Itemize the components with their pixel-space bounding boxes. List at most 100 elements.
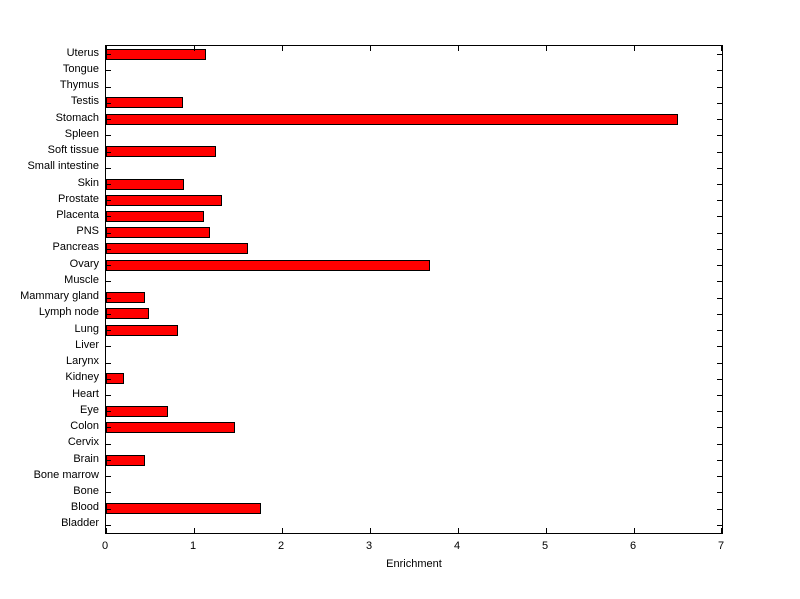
y-tick-left (106, 265, 111, 266)
bar-brain (106, 454, 145, 466)
x-tick-top (458, 46, 459, 51)
y-tick-right (717, 363, 722, 364)
y-tick-label-tongue: Tongue (62, 62, 99, 75)
y-tick-right (717, 249, 722, 250)
y-tick-right (717, 460, 722, 461)
y-tick-right (717, 509, 722, 510)
x-tick-label-2: 2 (277, 540, 285, 552)
y-tick-left (106, 216, 111, 217)
x-axis-tick-labels: 0 1 2 3 4 5 6 7 (101, 540, 724, 554)
y-tick-right (717, 168, 722, 169)
y-axis-labels: Uterus Tongue Thymus Testis Stomach Spleen Sof… (0, 45, 99, 534)
bar-lymph-node (106, 308, 150, 320)
bar-placenta (106, 211, 204, 222)
y-tick-label-soft-tissue: Soft tissue (47, 144, 99, 156)
y-tick-right (717, 216, 722, 217)
y-tick-label-bone: Bone (73, 484, 99, 497)
x-tick-bottom (282, 528, 283, 533)
y-tick-left (106, 525, 111, 526)
y-tick-label-prostate: Prostate (58, 192, 99, 205)
y-tick-left (106, 281, 111, 282)
y-tick-left (106, 103, 111, 104)
x-tick-label-0: 0 (101, 540, 109, 552)
x-tick-bottom (721, 528, 722, 533)
y-tick-label-eye: Eye (80, 403, 99, 416)
x-tick-bottom (634, 528, 635, 533)
y-tick-right (717, 103, 722, 104)
y-tick-label-pancreas: Pancreas (52, 241, 99, 254)
y-tick-label-blood: Blood (70, 501, 99, 514)
y-tick-left (106, 119, 111, 120)
y-tick-label-liver: Liver (75, 338, 99, 351)
x-tick-label-6: 6 (629, 540, 637, 552)
y-tick-right (717, 152, 722, 153)
y-tick-left (106, 314, 111, 315)
x-tick-top (546, 46, 547, 51)
bar-colon (106, 422, 236, 433)
y-tick-right (717, 395, 722, 396)
y-tick-label-kidney: Kidney (65, 371, 99, 384)
y-tick-label-small-intestine: Small intestine (27, 160, 99, 173)
bar-kidney (106, 373, 124, 385)
y-tick-right (717, 135, 722, 136)
y-tick-left (106, 200, 111, 201)
y-tick-label-mammary-gland: Mammary gland (20, 290, 99, 303)
x-tick-top (370, 46, 371, 51)
y-tick-label-stomach: Stomach (55, 111, 99, 124)
y-tick-left (106, 330, 111, 331)
y-tick-left (106, 184, 111, 185)
x-tick-top (194, 46, 195, 51)
y-tick-left (106, 346, 111, 347)
x-tick-label-4: 4 (453, 540, 461, 552)
y-tick-label-heart: Heart (72, 387, 99, 400)
y-tick-right (717, 184, 722, 185)
y-tick-left (106, 427, 111, 428)
y-tick-left (106, 395, 111, 396)
y-tick-label-uterus: Uterus (66, 46, 99, 59)
y-tick-label-spleen: Spleen (64, 127, 99, 140)
bar-skin (106, 178, 185, 190)
y-tick-left (106, 70, 111, 71)
y-tick-label-bladder: Bladder (61, 517, 99, 530)
y-tick-right (717, 233, 722, 234)
x-tick-bottom (194, 528, 195, 533)
bar-pns (106, 227, 210, 239)
y-tick-left (106, 135, 111, 136)
y-tick-label-colon: Colon (70, 420, 99, 432)
y-tick-right (717, 87, 722, 88)
y-tick-left (106, 168, 111, 169)
y-tick-right (717, 379, 722, 380)
y-tick-left (106, 233, 111, 234)
x-tick-bottom (546, 528, 547, 533)
y-tick-right (717, 314, 722, 315)
y-tick-label-skin: Skin (77, 176, 99, 189)
y-tick-label-placenta: Placenta (56, 209, 99, 221)
bar-eye (106, 405, 168, 417)
bar-stomach (106, 113, 678, 125)
y-tick-right (717, 70, 722, 71)
bar-mammary-gland (106, 292, 145, 304)
x-tick-bottom (106, 528, 107, 533)
x-tick-top (721, 46, 722, 51)
y-tick-right (717, 330, 722, 331)
y-tick-label-larynx: Larynx (65, 355, 99, 368)
y-tick-label-cervix: Cervix (67, 436, 99, 449)
x-tick-label-5: 5 (541, 540, 549, 552)
bar-ovary (106, 259, 430, 271)
y-tick-right (717, 200, 722, 201)
y-tick-label-lymph-node: Lymph node (38, 306, 99, 319)
y-tick-left (106, 444, 111, 445)
x-axis-title: Enrichment (386, 558, 442, 570)
y-tick-right (717, 411, 722, 412)
y-tick-left (106, 298, 111, 299)
y-tick-right (717, 476, 722, 477)
y-tick-label-pns: PNS (76, 225, 99, 238)
bar-testis (106, 97, 183, 109)
y-tick-left (106, 54, 111, 55)
bar-blood (106, 503, 261, 515)
y-tick-label-brain: Brain (73, 452, 99, 465)
y-tick-left (106, 492, 111, 493)
y-tick-left (106, 411, 111, 412)
x-tick-top (634, 46, 635, 51)
